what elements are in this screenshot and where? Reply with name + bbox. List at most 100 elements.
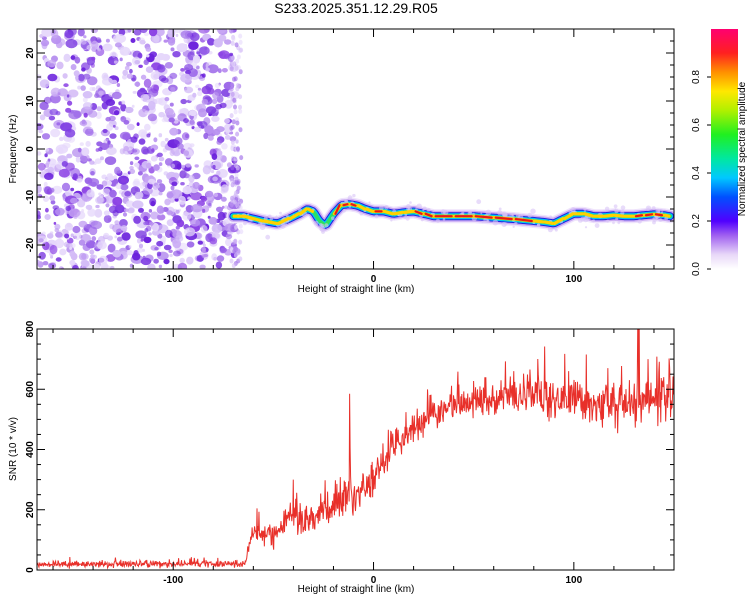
signal-hotspot-red [350,203,357,207]
noise-speckle [238,69,243,75]
noise-speckle [169,253,173,258]
signal-hotspot-red [494,216,513,221]
noise-speckle [41,133,51,140]
noise-speckle [164,137,169,142]
noise-speckle [123,119,130,125]
snr-x-tick-label: 0 [371,575,377,586]
noise-speckle [180,68,185,72]
noise-speckle [156,205,164,214]
noise-speckle [126,73,133,79]
noise-speckle [144,228,149,233]
noise-speckle [55,207,65,216]
noise-speckle [105,203,110,208]
noise-speckle [196,103,207,113]
noise-speckle [132,200,144,209]
noise-speckle [77,199,86,208]
noise-speckle [103,210,110,216]
noise-speckle [199,264,206,269]
signal-halo-speckle [481,220,484,224]
signal-halo-speckle [403,216,407,220]
noise-speckle [144,110,151,115]
noise-speckle [235,131,240,137]
noise-speckle [37,214,41,220]
noise-speckle [140,238,144,242]
noise-speckle [172,29,183,33]
noise-speckle [114,42,122,48]
noise-speckle [109,189,117,198]
noise-speckle [116,236,123,242]
spectrogram-signal-track [226,193,674,240]
noise-speckle [148,100,156,111]
signal-hotspot-yellow [364,207,375,213]
noise-speckle [96,241,107,250]
signal-hotspot-red [334,204,341,215]
noise-speckle [167,29,176,38]
noise-speckle [200,196,208,202]
noise-speckle [92,263,101,269]
noise-speckle [65,205,71,211]
noise-speckle [201,246,207,253]
noise-speckle [81,209,85,213]
noise-speckle [72,225,81,234]
noise-speckle [213,256,218,261]
snr-x-axis-label: Height of straight line (km) [298,584,415,595]
noise-speckle [193,126,202,133]
noise-speckle [79,120,88,126]
noise-speckle [119,57,123,62]
noise-speckle [192,92,197,98]
noise-speckle [149,221,154,226]
signal-halo-speckle [645,205,652,211]
noise-speckle [168,249,173,253]
noise-speckle [162,207,169,212]
noise-speckle [97,47,101,52]
noise-speckle [229,125,234,131]
noise-speckle [82,91,93,99]
noise-speckle [156,53,166,61]
noise-speckle [230,165,235,171]
signal-hotspot-yellow [543,220,555,225]
noise-speckle [143,236,152,244]
noise-speckle [47,73,58,82]
signal-hotspot-yellow [563,212,575,221]
noise-speckle [73,110,82,118]
noise-speckle [63,53,71,63]
spectrogram-y-axis-label: Frequency (Hz) [8,115,19,184]
noise-speckle [207,135,214,141]
noise-speckle [201,73,206,78]
noise-speckle [195,84,200,89]
signal-halo-speckle [492,219,499,226]
signal-halo-speckle [347,195,353,200]
noise-speckle [98,192,102,196]
noise-speckle [230,40,235,46]
noise-speckle [129,68,133,74]
signal-halo-speckle [409,201,412,204]
noise-speckle [236,185,241,191]
noise-speckle [126,123,135,131]
signal-halo-speckle [498,207,502,211]
noise-speckle [169,149,175,157]
noise-speckle [187,196,191,200]
noise-speckle [79,153,90,162]
noise-speckle [146,133,151,138]
noise-speckle [72,265,79,269]
noise-speckle [161,77,169,84]
noise-speckle [238,127,243,133]
noise-speckle [133,215,142,224]
noise-speckle [80,233,92,243]
noise-speckle [38,193,41,197]
snr-x-tick-label: -100 [163,575,183,586]
noise-speckle [215,261,223,269]
signal-halo-speckle [613,204,618,209]
noise-speckle [169,127,179,136]
noise-speckle [112,124,116,128]
signal-halo-speckle [570,207,576,213]
signal-halo-speckle [269,217,273,221]
noise-speckle [138,138,146,145]
noise-speckle [166,192,174,199]
colorbar-tick-label: 0.2 [691,214,702,228]
noise-speckle [160,140,166,148]
noise-speckle [106,146,117,156]
noise-speckle [116,83,121,87]
noise-speckle [82,266,87,269]
